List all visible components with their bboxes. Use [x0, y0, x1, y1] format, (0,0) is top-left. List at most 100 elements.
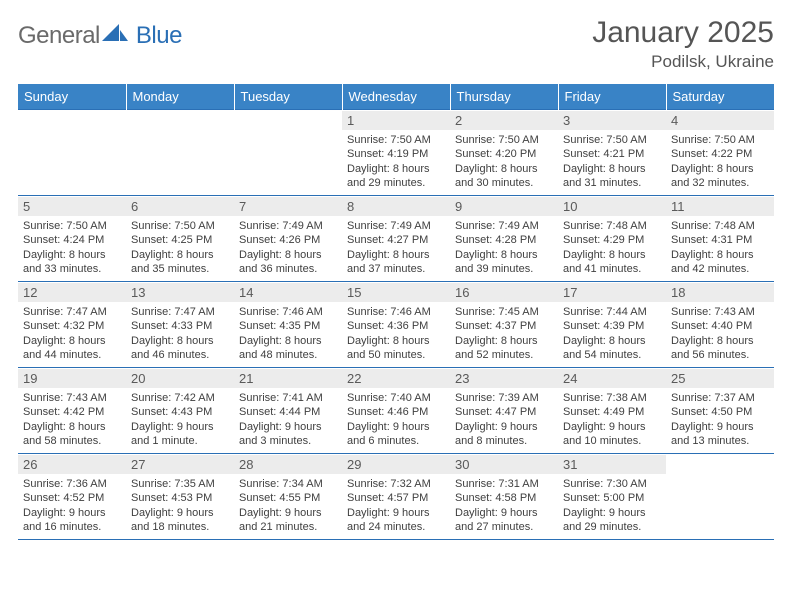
detail-line: Sunrise: 7:38 AM [563, 391, 661, 405]
detail-line: and 44 minutes. [23, 348, 121, 362]
day-details: Sunrise: 7:34 AMSunset: 4:55 PMDaylight:… [239, 477, 337, 534]
day-cell: 8Sunrise: 7:49 AMSunset: 4:27 PMDaylight… [342, 196, 450, 282]
detail-line: Sunset: 4:57 PM [347, 491, 445, 505]
detail-line: Daylight: 9 hours [23, 506, 121, 520]
day-number: 15 [342, 282, 450, 302]
detail-line: Sunrise: 7:31 AM [455, 477, 553, 491]
day-cell: 15 Sunrise: 7:46 AMSunset: 4:36 PMDayligh… [342, 282, 450, 368]
day-cell: 19Sunrise: 7:43 AMSunset: 4:42 PMDayligh… [18, 368, 126, 454]
day-number: 21 [234, 368, 342, 388]
day-cell: 27Sunrise: 7:35 AMSunset: 4:53 PMDayligh… [126, 454, 234, 540]
day-details: Sunrise: 7:50 AMSunset: 4:22 PMDaylight:… [671, 133, 769, 190]
detail-line: and 48 minutes. [239, 348, 337, 362]
day-number: 10 [558, 196, 666, 216]
detail-line: and 35 minutes. [131, 262, 229, 276]
detail-line: Sunset: 4:42 PM [23, 405, 121, 419]
day-details: Sunrise: 7:48 AMSunset: 4:29 PMDaylight:… [563, 219, 661, 276]
detail-line: Sunrise: 7:32 AM [347, 477, 445, 491]
detail-line: Sunset: 4:44 PM [239, 405, 337, 419]
detail-line: and 29 minutes. [347, 176, 445, 190]
detail-line: and 13 minutes. [671, 434, 769, 448]
day-number: 1 [342, 110, 450, 130]
day-details: Sunrise: 7:31 AMSunset: 4:58 PMDaylight:… [455, 477, 553, 534]
day-details: Sunrise: 7:42 AMSunset: 4:43 PMDaylight:… [131, 391, 229, 448]
day-number: 7 [234, 196, 342, 216]
day-details: Sunrise: 7:50 AMSunset: 4:21 PMDaylight:… [563, 133, 661, 190]
day-number: 3 [558, 110, 666, 130]
day-number: 27 [126, 454, 234, 474]
day-details: Sunrise: 7:49 AMSunset: 4:28 PMDaylight:… [455, 219, 553, 276]
detail-line: Sunrise: 7:50 AM [455, 133, 553, 147]
detail-line: Sunset: 4:40 PM [671, 319, 769, 333]
calendar-header-row: SundayMondayTuesdayWednesdayThursdayFrid… [18, 84, 774, 110]
detail-line: Daylight: 9 hours [563, 420, 661, 434]
detail-line: and 42 minutes. [671, 262, 769, 276]
day-number: 8 [342, 196, 450, 216]
detail-line: and 33 minutes. [23, 262, 121, 276]
day-cell: 30Sunrise: 7:31 AMSunset: 4:58 PMDayligh… [450, 454, 558, 540]
day-cell: 20Sunrise: 7:42 AMSunset: 4:43 PMDayligh… [126, 368, 234, 454]
detail-line: Daylight: 8 hours [563, 334, 661, 348]
calendar-body: 1Sunrise: 7:50 AMSunset: 4:19 PMDaylight… [18, 110, 774, 540]
detail-line: Daylight: 8 hours [131, 334, 229, 348]
day-cell: 25Sunrise: 7:37 AMSunset: 4:50 PMDayligh… [666, 368, 774, 454]
day-cell [234, 110, 342, 196]
week-row: 26Sunrise: 7:36 AMSunset: 4:52 PMDayligh… [18, 454, 774, 540]
detail-line: Sunset: 4:22 PM [671, 147, 769, 161]
calendar-table: SundayMondayTuesdayWednesdayThursdayFrid… [18, 84, 774, 540]
day-details: Sunrise: 7:32 AMSunset: 4:57 PMDaylight:… [347, 477, 445, 534]
detail-line: Daylight: 8 hours [347, 334, 445, 348]
detail-line: and 27 minutes. [455, 520, 553, 534]
day-number: 11 [666, 196, 774, 216]
detail-line: Daylight: 8 hours [671, 162, 769, 176]
week-row: 12Sunrise: 7:47 AMSunset: 4:32 PMDayligh… [18, 282, 774, 368]
day-cell: 18Sunrise: 7:43 AMSunset: 4:40 PMDayligh… [666, 282, 774, 368]
day-number: 13 [126, 282, 234, 302]
detail-line: Sunset: 4:29 PM [563, 233, 661, 247]
day-cell [18, 110, 126, 196]
detail-line: Daylight: 9 hours [671, 420, 769, 434]
detail-line: Sunset: 4:33 PM [131, 319, 229, 333]
dayname-wednesday: Wednesday [342, 84, 450, 110]
detail-line: and 24 minutes. [347, 520, 445, 534]
detail-line: Sunrise: 7:39 AM [455, 391, 553, 405]
day-cell: 31Sunrise: 7:30 AMSunset: 5:00 PMDayligh… [558, 454, 666, 540]
detail-line: Sunset: 4:52 PM [23, 491, 121, 505]
day-cell [126, 110, 234, 196]
day-details: Sunrise: 7:50 AMSunset: 4:24 PMDaylight:… [23, 219, 121, 276]
day-number: 28 [234, 454, 342, 474]
day-number: 18 [666, 282, 774, 302]
day-number: 2 [450, 110, 558, 130]
brand-mark-icon [102, 24, 128, 49]
detail-line: Sunrise: 7:40 AM [347, 391, 445, 405]
detail-line: and 21 minutes. [239, 520, 337, 534]
detail-line: Sunset: 4:20 PM [455, 147, 553, 161]
dayname-saturday: Saturday [666, 84, 774, 110]
day-number: 31 [558, 454, 666, 474]
detail-line: Sunset: 4:46 PM [347, 405, 445, 419]
detail-line: Daylight: 9 hours [455, 420, 553, 434]
detail-line: Daylight: 9 hours [347, 420, 445, 434]
detail-line: and 10 minutes. [563, 434, 661, 448]
day-cell: 21Sunrise: 7:41 AMSunset: 4:44 PMDayligh… [234, 368, 342, 454]
day-details: Sunrise: 7:46 AMSunset: 4:36 PMDaylight:… [347, 305, 445, 362]
title-block: January 2025 Podilsk, Ukraine [592, 16, 774, 72]
detail-line: and 50 minutes. [347, 348, 445, 362]
detail-line: Daylight: 8 hours [455, 162, 553, 176]
day-details: Sunrise: 7:40 AMSunset: 4:46 PMDaylight:… [347, 391, 445, 448]
day-number: 5 [18, 196, 126, 216]
day-cell: 10 Sunrise: 7:48 AMSunset: 4:29 PMDayligh… [558, 196, 666, 282]
detail-line: and 58 minutes. [23, 434, 121, 448]
detail-line: Sunset: 4:47 PM [455, 405, 553, 419]
day-number: 24 [558, 368, 666, 388]
day-number: 16 [450, 282, 558, 302]
day-number: 12 [18, 282, 126, 302]
detail-line: and 46 minutes. [131, 348, 229, 362]
detail-line: Daylight: 8 hours [23, 420, 121, 434]
day-cell: 16 Sunrise: 7:45 AMSunset: 4:37 PMDayligh… [450, 282, 558, 368]
detail-line: Daylight: 8 hours [239, 248, 337, 262]
day-cell: 7Sunrise: 7:49 AMSunset: 4:26 PMDaylight… [234, 196, 342, 282]
detail-line: and 54 minutes. [563, 348, 661, 362]
detail-line: Sunset: 4:32 PM [23, 319, 121, 333]
day-details: Sunrise: 7:45 AMSunset: 4:37 PMDaylight:… [455, 305, 553, 362]
